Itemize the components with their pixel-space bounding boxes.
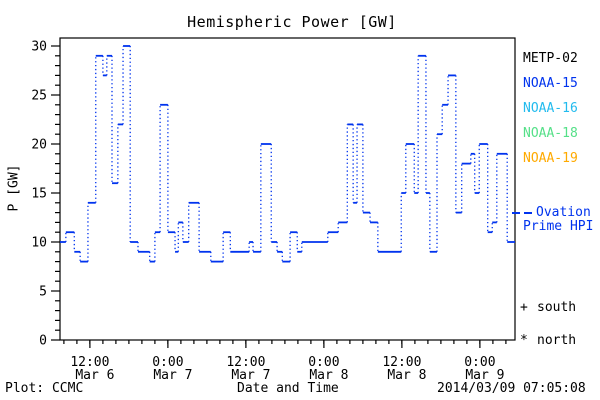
legend-item-noaa18: NOAA-18 <box>523 121 578 146</box>
plus-symbol-icon: + <box>520 300 528 315</box>
legend-label: NOAA-16 <box>523 101 578 116</box>
svg-text:0:00: 0:00 <box>308 355 339 370</box>
legend-label: METP-02 <box>523 51 578 66</box>
symbol-legend-north: * north <box>520 333 576 348</box>
svg-text:0: 0 <box>39 334 47 349</box>
svg-text:Mar 6: Mar 6 <box>75 368 114 383</box>
plot-frame <box>59 37 516 341</box>
svg-text:Mar 7: Mar 7 <box>231 368 270 383</box>
south-label: south <box>537 300 577 315</box>
north-label: north <box>537 333 577 348</box>
svg-text:Mar 8: Mar 8 <box>387 368 426 383</box>
legend-label: NOAA-18 <box>523 126 578 141</box>
dashed-line-sample-icon <box>524 212 532 214</box>
legend-item-noaa19: NOAA-19 <box>523 146 578 171</box>
ovation-legend: Ovation Prime HPI <box>512 206 593 234</box>
svg-text:Mar 7: Mar 7 <box>153 368 192 383</box>
legend-label: NOAA-15 <box>523 76 578 91</box>
plot-credit: Plot: CCMC <box>5 381 84 396</box>
ovation-label-line2: Prime HPI <box>523 219 594 234</box>
dashed-line-sample-icon <box>512 212 520 214</box>
chart-title: Hemispheric Power [GW] <box>187 13 397 31</box>
legend-item-metp02: METP-02 <box>523 46 578 71</box>
svg-text:Mar 8: Mar 8 <box>309 368 348 383</box>
svg-text:12:00: 12:00 <box>226 355 265 370</box>
legend-label: NOAA-19 <box>523 151 578 166</box>
legend-item-noaa16: NOAA-16 <box>523 96 578 121</box>
svg-text:5: 5 <box>39 285 47 300</box>
x-axis-title: Date and Time <box>237 381 339 396</box>
y-axis-label: P [GW] <box>6 164 22 212</box>
svg-text:30: 30 <box>31 40 47 55</box>
svg-text:0:00: 0:00 <box>464 355 495 370</box>
plot-timestamp: 2014/03/09 07:05:08 <box>437 381 586 396</box>
hpi-step-curve <box>60 45 515 263</box>
svg-text:12:00: 12:00 <box>70 355 109 370</box>
satellite-legend: METP-02 NOAA-15 NOAA-16 NOAA-18 NOAA-19 <box>523 46 578 171</box>
svg-text:Mar 9: Mar 9 <box>465 368 504 383</box>
svg-text:20: 20 <box>31 138 47 153</box>
legend-item-noaa15: NOAA-15 <box>523 71 578 96</box>
ovation-line-sample-row: Ovation <box>512 206 593 220</box>
symbol-legend-south: + south <box>520 300 576 315</box>
asterisk-symbol-icon: * <box>520 333 528 348</box>
svg-text:25: 25 <box>31 89 47 104</box>
svg-text:12:00: 12:00 <box>382 355 421 370</box>
svg-text:0:00: 0:00 <box>152 355 183 370</box>
svg-text:10: 10 <box>31 236 47 251</box>
svg-text:15: 15 <box>31 187 47 202</box>
ovation-label-line1: Ovation <box>536 205 591 220</box>
